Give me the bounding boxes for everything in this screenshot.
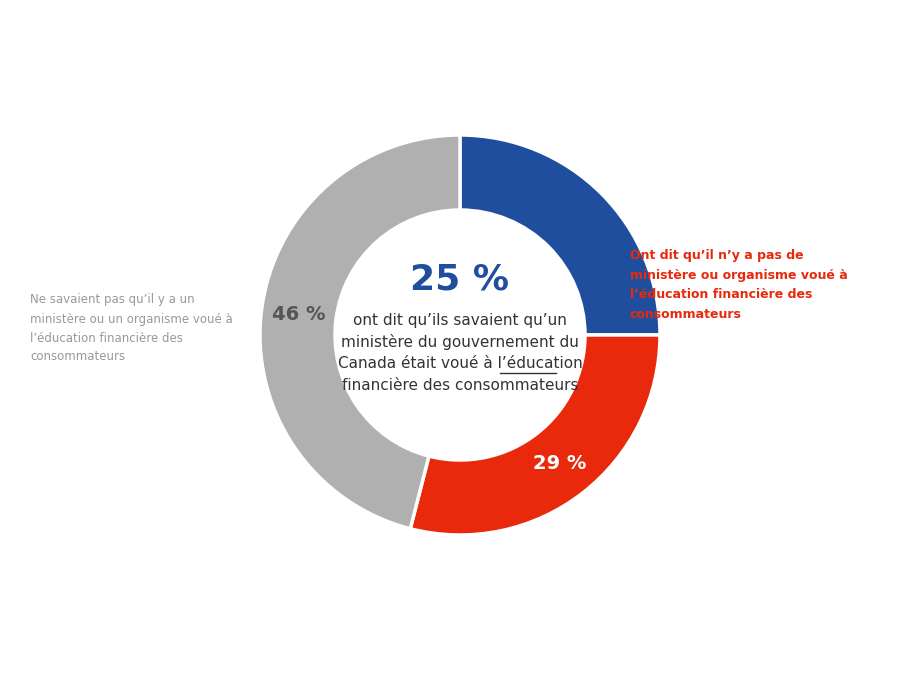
Text: ministère ou un organisme voué à: ministère ou un organisme voué à xyxy=(30,313,233,325)
Text: Canada était voué à l’éducation: Canada était voué à l’éducation xyxy=(338,356,582,371)
Wedge shape xyxy=(410,335,660,535)
Text: 46 %: 46 % xyxy=(272,305,326,324)
Text: ministère du gouvernement du: ministère du gouvernement du xyxy=(341,334,579,350)
Text: l’éducation financière des: l’éducation financière des xyxy=(630,288,813,302)
Text: 29 %: 29 % xyxy=(533,454,586,473)
Text: consommateurs: consommateurs xyxy=(630,308,742,321)
Text: ministère ou organisme voué à: ministère ou organisme voué à xyxy=(630,269,848,281)
Text: l’éducation financière des: l’éducation financière des xyxy=(30,331,183,344)
Text: ont dit qu’ils savaient qu’un: ont dit qu’ils savaient qu’un xyxy=(353,313,567,327)
Text: financière des consommateurs: financière des consommateurs xyxy=(342,379,578,394)
Wedge shape xyxy=(460,135,660,335)
Text: Ne savaient pas qu’il y a un: Ne savaient pas qu’il y a un xyxy=(30,294,194,306)
Text: consommateurs: consommateurs xyxy=(30,350,125,364)
Wedge shape xyxy=(260,135,460,529)
Text: 25 %: 25 % xyxy=(410,263,509,297)
Text: Ont dit qu’il n’y a pas de: Ont dit qu’il n’y a pas de xyxy=(630,248,804,261)
